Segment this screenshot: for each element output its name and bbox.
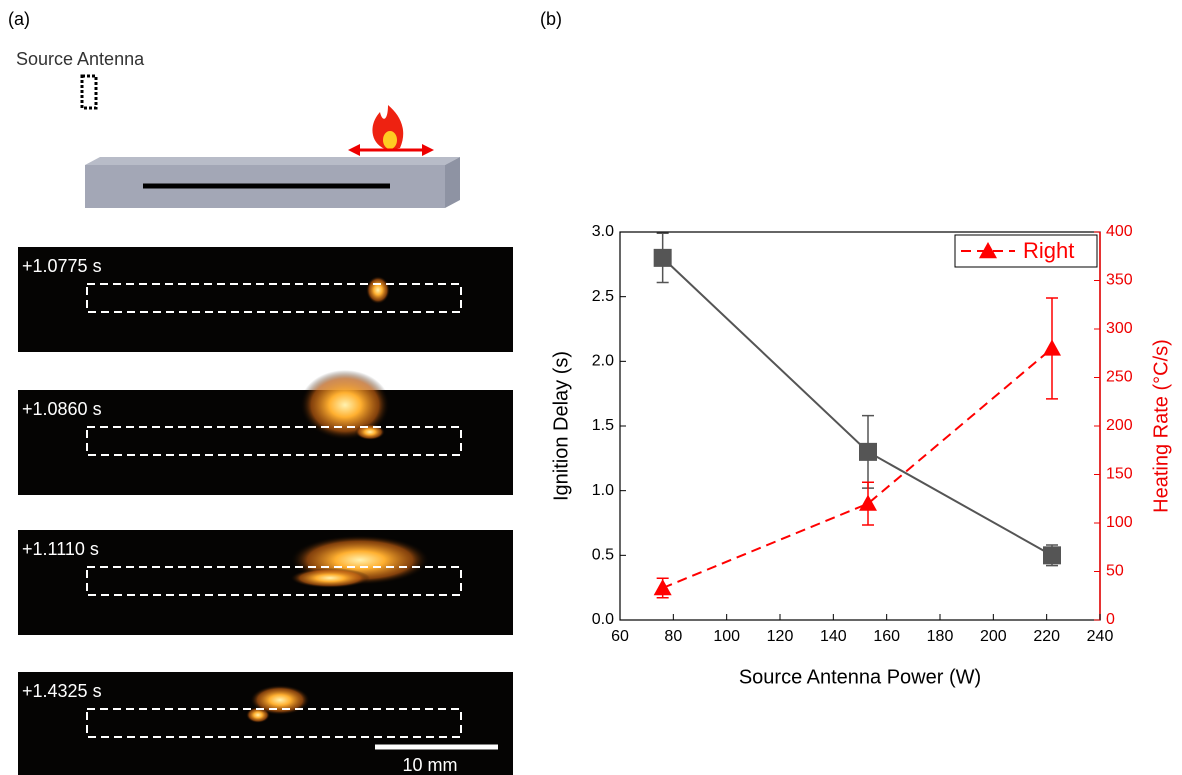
x-axis-label: Source Antenna Power (W) <box>739 666 981 688</box>
y-tick-label: 2.5 <box>592 288 614 305</box>
y-axis-label: Ignition Delay (s) <box>550 351 572 501</box>
sample-outline <box>86 283 462 313</box>
flame-glow <box>300 370 390 440</box>
legend-marker <box>979 242 997 259</box>
series-line <box>662 347 1053 589</box>
plot-frame <box>619 231 1101 621</box>
bar-side <box>445 157 460 208</box>
flame-glow <box>290 568 370 588</box>
y2-tick-label: 50 <box>1106 563 1124 580</box>
scale-label: 10 mm <box>402 755 457 775</box>
x-tick-label: 100 <box>713 628 740 645</box>
marker <box>1043 546 1061 565</box>
y2-tick-label: 0 <box>1106 611 1115 628</box>
y2-tick-label: 300 <box>1106 320 1133 337</box>
y-tick-label: 1.0 <box>592 482 614 499</box>
y-tick-label: 1.5 <box>592 417 614 434</box>
photo-frame <box>18 530 513 635</box>
time-label: +1.1110 s <box>22 539 99 559</box>
sample-outline <box>86 708 462 738</box>
antenna-label: Source Antenna <box>16 49 145 69</box>
legend-label: Right <box>1023 238 1074 263</box>
x-tick-label: 200 <box>980 628 1007 645</box>
marker <box>1043 339 1061 356</box>
arrow-head <box>348 144 360 156</box>
x-tick-label: 240 <box>1087 628 1114 645</box>
x-tick-label: 80 <box>664 628 682 645</box>
y-tick-label: 0.0 <box>592 611 614 628</box>
y-tick-label: 0.5 <box>592 547 614 564</box>
y2-axis-label: Heating Rate (°C/s) <box>1150 339 1172 513</box>
x-tick-label: 220 <box>1033 628 1060 645</box>
marker <box>653 248 672 267</box>
marker <box>859 442 877 461</box>
series-line <box>661 257 1053 557</box>
time-label: +1.0775 s <box>22 256 102 276</box>
photo-frame <box>18 247 513 352</box>
panel-label: (b) <box>540 9 562 29</box>
y-tick-label: 3.0 <box>592 223 614 240</box>
arrow-head <box>422 144 434 156</box>
photo-frame <box>18 390 513 495</box>
antenna-icon <box>80 74 98 110</box>
x-tick-label: 180 <box>927 628 954 645</box>
flame-glow <box>366 276 390 304</box>
flame-glow <box>250 685 310 715</box>
sample-outline <box>86 566 462 596</box>
y-tick-label: 2.0 <box>592 353 614 370</box>
x-tick-label: 160 <box>873 628 900 645</box>
y2-tick-label: 250 <box>1106 369 1133 386</box>
marker <box>653 578 672 596</box>
y2-tick-label: 150 <box>1106 466 1133 483</box>
panel-label: (a) <box>8 9 30 29</box>
time-label: +1.0860 s <box>22 399 102 419</box>
sample-outline <box>86 426 462 456</box>
y2-tick-label: 350 <box>1106 272 1133 289</box>
time-label: +1.4325 s <box>22 681 102 701</box>
y2-tick-label: 200 <box>1106 417 1133 434</box>
y2-tick-label: 100 <box>1106 514 1133 531</box>
x-tick-label: 120 <box>767 628 794 645</box>
y2-tick-label: 400 <box>1106 223 1133 240</box>
marker <box>859 494 877 511</box>
x-tick-label: 60 <box>611 628 629 645</box>
flame-core <box>383 131 397 149</box>
x-tick-label: 140 <box>820 628 847 645</box>
bar-top <box>85 157 460 165</box>
